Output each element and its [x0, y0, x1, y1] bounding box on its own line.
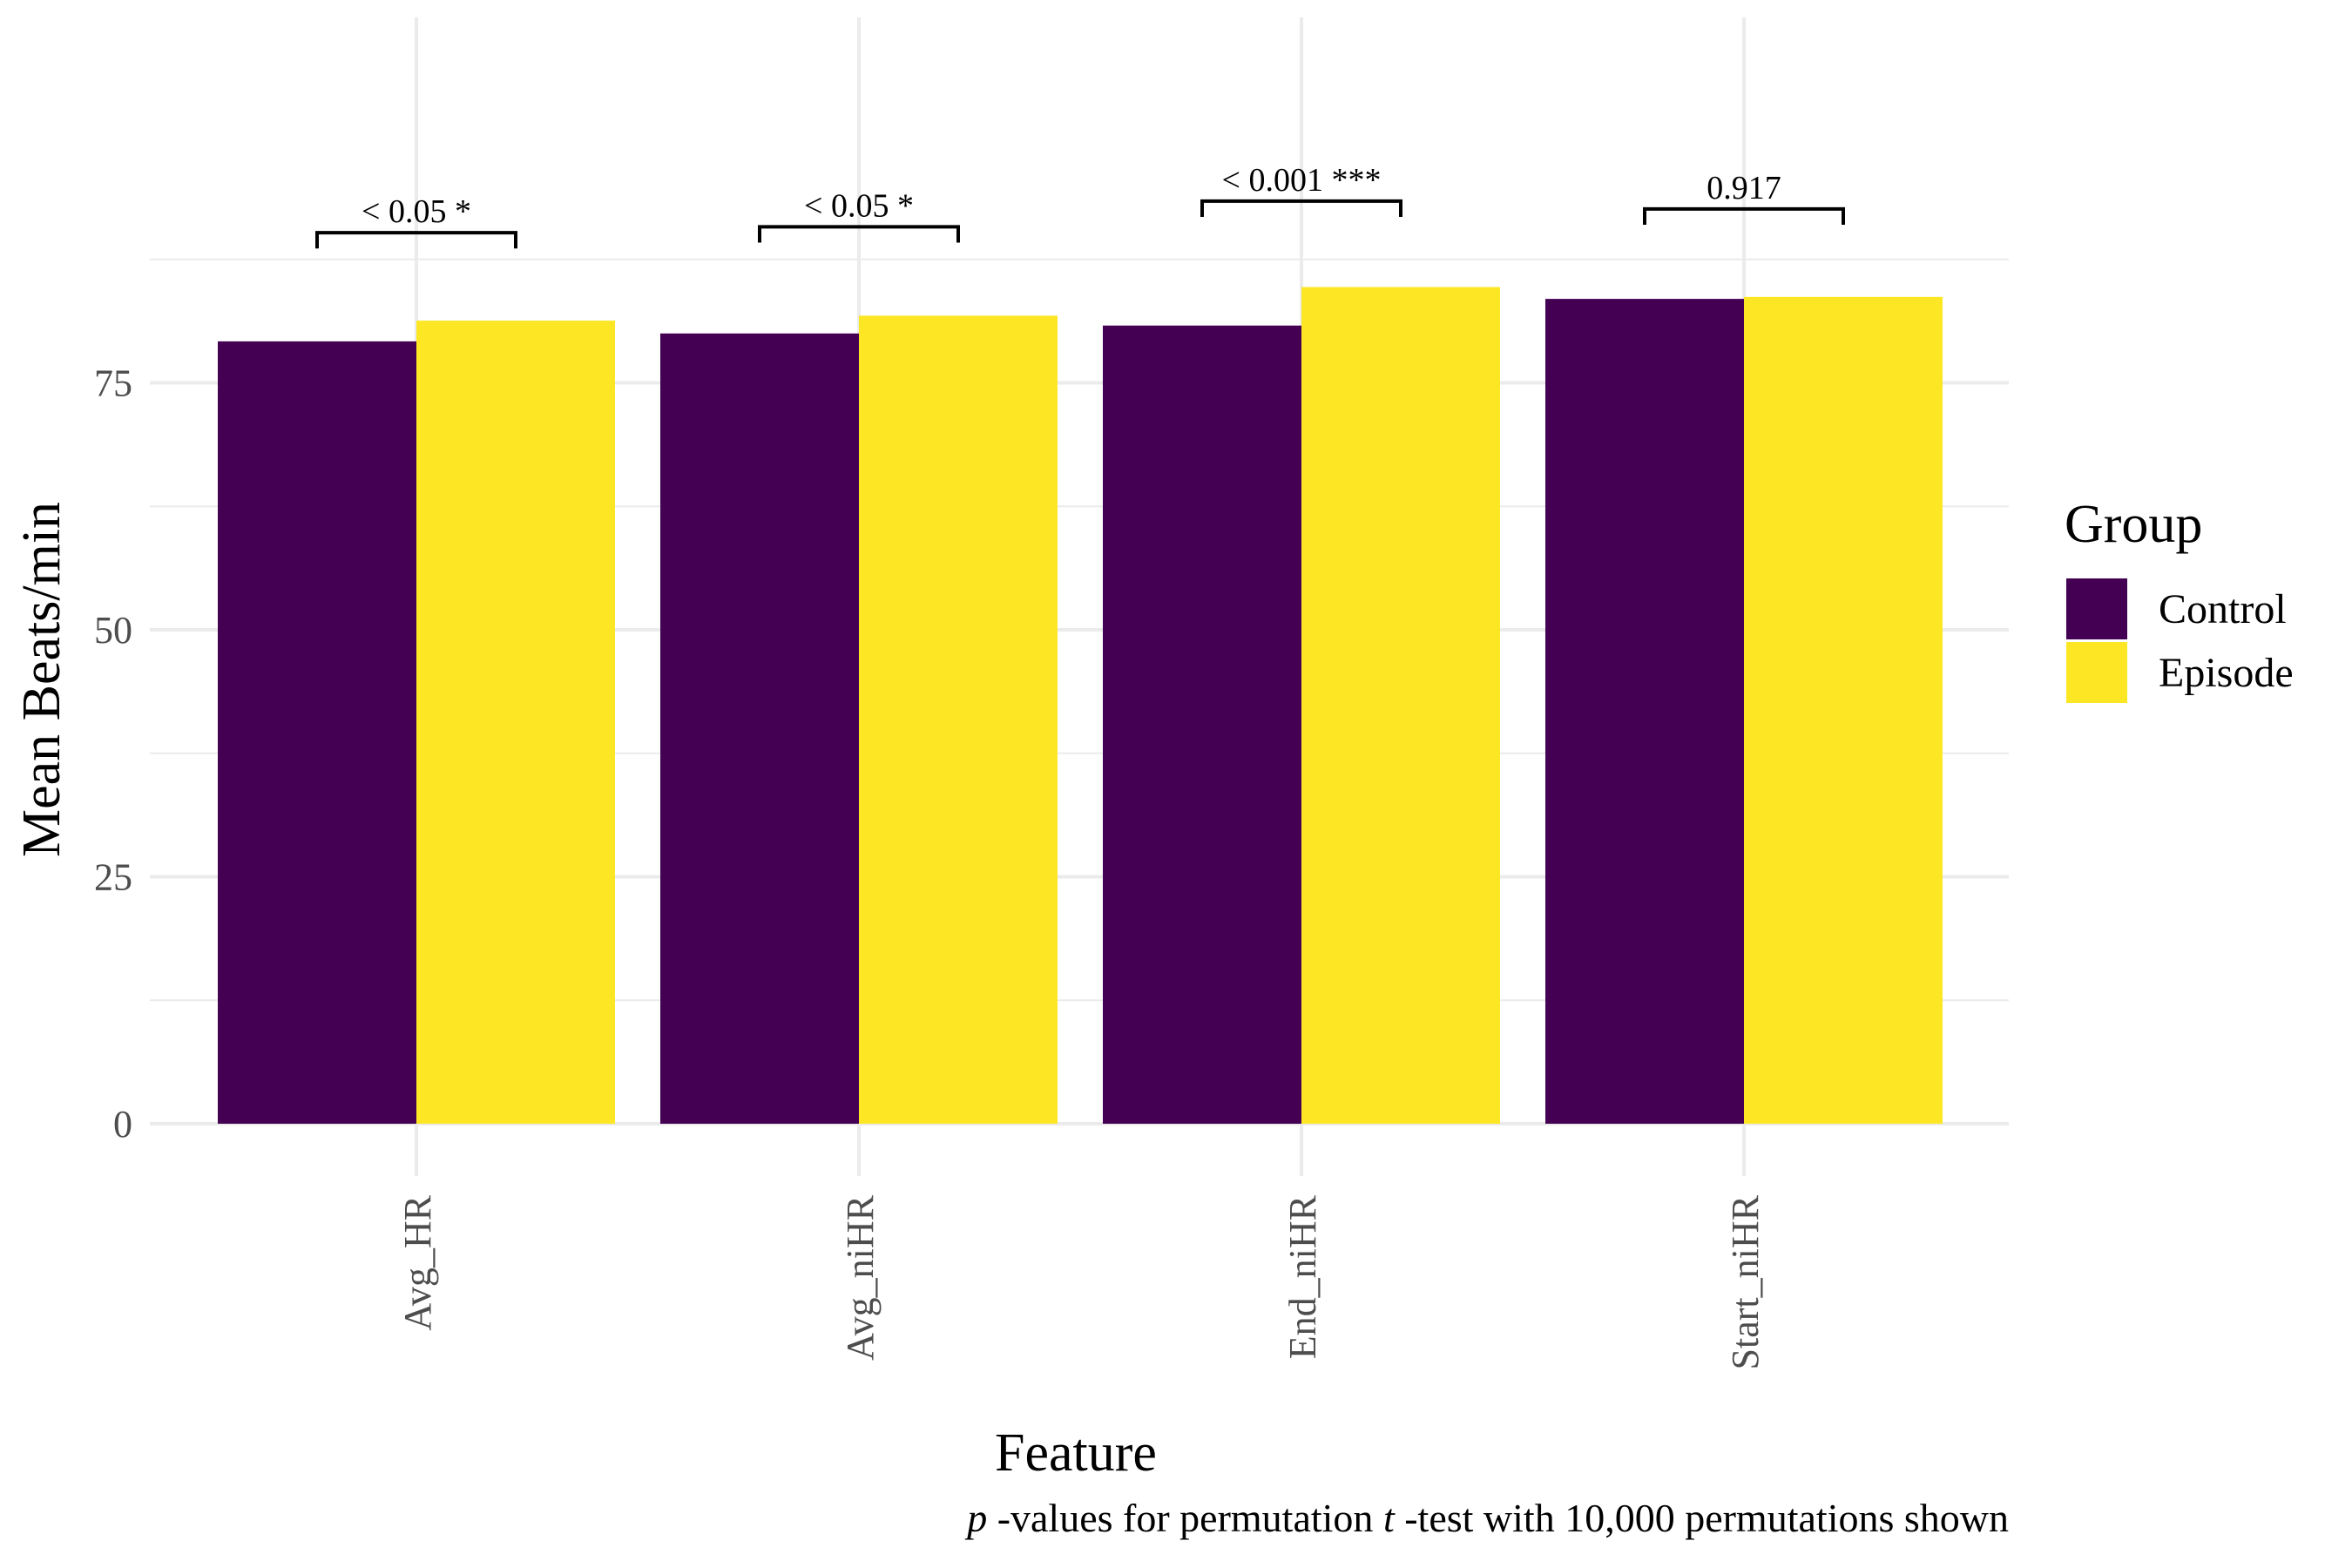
legend-swatch-control	[2066, 578, 2127, 639]
y-tick-label: 25	[94, 856, 132, 899]
x-axis: Avg_HR Avg_niHR End_niHR Start_niHR	[396, 1194, 1767, 1369]
caption-part1: -values for permutation	[987, 1496, 1383, 1540]
caption-part2: -test with 10,000 permutations shown	[1395, 1496, 2009, 1540]
bar-control-end_nihr	[1103, 325, 1301, 1124]
bar-episode-avg_nihr	[859, 315, 1058, 1124]
caption-t: t	[1383, 1496, 1396, 1540]
y-tick-label: 75	[94, 362, 132, 405]
legend-title: Group	[2065, 495, 2202, 554]
significance-label: < 0.05 *	[804, 187, 914, 224]
legend-label-control: Control	[2159, 586, 2287, 632]
significance-label: < 0.001 ***	[1222, 162, 1382, 199]
significance-bracket	[1643, 206, 1845, 226]
x-tick-label: Avg_HR	[396, 1194, 439, 1330]
legend-swatch-episode	[2066, 642, 2127, 703]
significance-bracket	[315, 231, 517, 249]
significance-annotations: < 0.05 * < 0.05 * < 0.001 *** 0.917	[315, 162, 1845, 249]
bar-control-start_nihr	[1545, 299, 1744, 1124]
x-tick-label: Avg_niHR	[839, 1194, 882, 1361]
significance-bracket	[758, 225, 960, 243]
y-tick-label: 50	[94, 609, 132, 652]
caption-p: p	[964, 1496, 987, 1540]
bar-episode-end_nihr	[1301, 287, 1500, 1124]
x-tick-label: Start_niHR	[1724, 1194, 1767, 1369]
legend-label-episode: Episode	[2159, 650, 2294, 696]
significance-label: 0.917	[1707, 170, 1781, 206]
y-axis-title: Mean Beats/min	[12, 502, 71, 857]
caption: p -values for permutation t -test with 1…	[964, 1496, 2009, 1540]
significance-label: < 0.05 *	[362, 193, 471, 230]
bar-episode-avg_hr	[416, 321, 615, 1125]
bar-control-avg_nihr	[660, 333, 859, 1124]
x-tick-label: End_niHR	[1281, 1194, 1324, 1359]
x-axis-title: Feature	[995, 1423, 1157, 1483]
bar-control-avg_hr	[218, 341, 416, 1124]
bars	[218, 287, 1943, 1125]
bar-episode-start_nihr	[1744, 296, 1943, 1124]
legend: Group Control Episode	[2065, 495, 2294, 703]
y-axis: 0 25 50 75	[94, 362, 132, 1146]
y-tick-label: 0	[113, 1103, 132, 1146]
significance-bracket	[1200, 199, 1402, 217]
